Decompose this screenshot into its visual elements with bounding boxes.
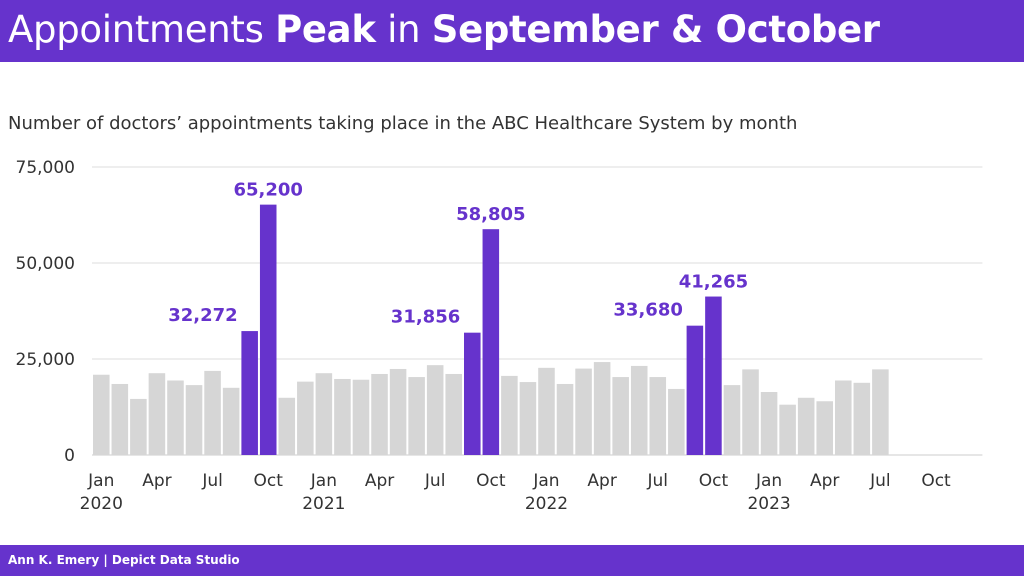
chart-title: Appointments Peak in September & October: [8, 8, 880, 51]
bar: [797, 397, 815, 455]
bar: [185, 385, 203, 455]
x-tick-year: 2020: [80, 494, 123, 514]
y-tick-label: 0: [64, 446, 75, 466]
x-tick-label: Jan: [532, 471, 559, 491]
bar: [835, 380, 852, 455]
x-tick-label: Apr: [587, 471, 616, 491]
bar: [612, 377, 629, 455]
x-tick-label: Oct: [254, 471, 284, 491]
bar: [408, 377, 425, 455]
x-tick-label: Jan: [310, 471, 337, 491]
bar: [278, 397, 296, 455]
bar: [445, 373, 462, 455]
bar: [315, 373, 333, 455]
bar: [742, 369, 759, 455]
bar: [705, 296, 722, 455]
x-tick-label: Apr: [810, 471, 839, 491]
footer-credit: Ann K. Emery | Depict Data Studio: [8, 553, 240, 567]
x-tick-label: Oct: [699, 471, 729, 491]
bar: [872, 369, 889, 455]
bar: [167, 380, 184, 455]
bar: [760, 392, 778, 455]
x-tick-year: 2023: [747, 494, 790, 514]
x-tick-label: Jan: [755, 471, 782, 491]
x-tick-label: Apr: [142, 471, 171, 491]
bar: [111, 383, 129, 455]
data-label: 58,805: [456, 204, 525, 225]
x-tick-label: Jan: [87, 471, 114, 491]
x-tick-label: Jul: [201, 471, 223, 491]
x-tick-label: Oct: [476, 471, 506, 491]
bar: [241, 331, 258, 455]
bar: [649, 377, 667, 455]
x-tick-label: Jul: [869, 471, 891, 491]
bar: [334, 378, 351, 455]
x-tick-year: 2022: [525, 494, 568, 514]
chart-subtitle: Number of doctors’ appointments taking p…: [8, 113, 798, 134]
bar: [371, 373, 388, 455]
bar: [556, 383, 574, 455]
bar: [297, 381, 314, 455]
bar: [426, 365, 444, 455]
bar: [148, 373, 166, 455]
bar: [130, 398, 147, 455]
bar: [593, 362, 611, 455]
bar: [575, 368, 592, 455]
x-tick-year: 2021: [302, 494, 345, 514]
bar: [816, 401, 833, 455]
title-bar: Appointments Peak in September & October: [0, 0, 1024, 62]
y-tick-label: 50,000: [16, 254, 75, 274]
y-tick-label: 25,000: [16, 350, 75, 370]
data-label: 33,680: [613, 300, 682, 321]
bar: [352, 379, 370, 455]
title-part: September & October: [431, 8, 880, 51]
data-label: 65,200: [233, 180, 302, 201]
title-part: Peak: [275, 8, 376, 51]
bar: [482, 229, 500, 455]
x-tick-label: Apr: [365, 471, 394, 491]
x-tick-label: Jul: [647, 471, 669, 491]
bar-chart: 0 25,000 50,000 75,000 32,272 65,200 31,856 58,…: [16, 158, 983, 514]
bar: [501, 375, 518, 455]
title-part: Appointments: [8, 8, 276, 51]
bar: [723, 385, 741, 455]
bar: [519, 382, 537, 455]
footer-bar: Ann K. Emery | Depict Data Studio: [0, 545, 1024, 576]
bar: [222, 387, 240, 455]
bar: [779, 404, 796, 455]
x-tick-label: Oct: [921, 471, 951, 491]
bar: [686, 325, 704, 455]
bar: [853, 382, 871, 455]
bar: [464, 332, 481, 455]
data-label: 41,265: [679, 272, 748, 293]
y-tick-label: 75,000: [16, 158, 75, 178]
bar: [204, 370, 221, 455]
title-part: in: [375, 8, 432, 51]
bar: [668, 388, 685, 455]
data-label: 32,272: [168, 305, 237, 326]
bar: [389, 368, 407, 455]
bar: [538, 367, 555, 455]
data-label: 31,856: [391, 307, 460, 328]
bar: [259, 204, 277, 455]
x-tick-label: Jul: [424, 471, 446, 491]
bar: [93, 374, 110, 455]
bar: [630, 365, 648, 455]
